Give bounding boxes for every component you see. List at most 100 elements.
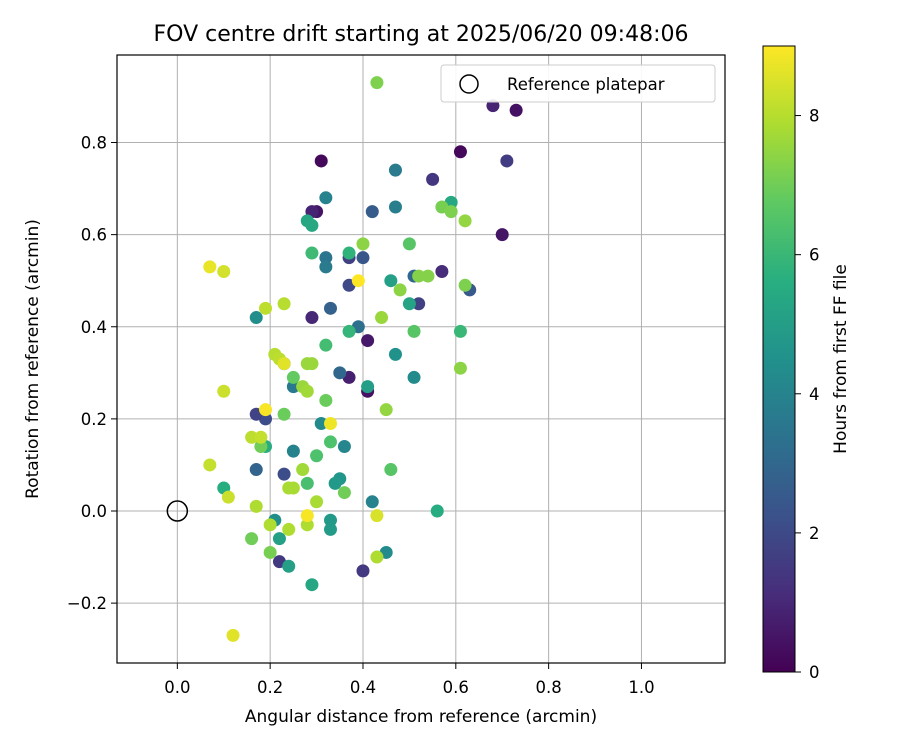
y-tick-label: 0.8 bbox=[81, 134, 107, 153]
x-axis-label: Angular distance from reference (arcmin) bbox=[245, 707, 597, 727]
data-point bbox=[361, 334, 375, 348]
data-point bbox=[458, 214, 472, 228]
x-tick-label: 1.0 bbox=[628, 678, 654, 697]
reference-marker bbox=[166, 500, 189, 522]
plot-frame bbox=[116, 54, 726, 664]
data-point bbox=[323, 522, 337, 536]
data-point bbox=[333, 366, 347, 380]
data-point bbox=[263, 518, 277, 532]
x-tick-label: 0.6 bbox=[443, 678, 469, 697]
y-tick-label: 0.0 bbox=[81, 502, 107, 521]
data-point bbox=[351, 274, 365, 288]
data-point bbox=[245, 532, 259, 546]
data-point bbox=[249, 311, 263, 325]
data-point bbox=[310, 449, 324, 463]
data-point bbox=[314, 416, 328, 430]
colorbar-tick-label: 8 bbox=[809, 107, 820, 126]
data-point bbox=[402, 237, 416, 251]
data-point bbox=[356, 564, 370, 578]
data-point bbox=[426, 172, 440, 186]
y-tick-label: 0.6 bbox=[81, 226, 107, 245]
data-point bbox=[375, 311, 389, 325]
data-point bbox=[379, 403, 393, 417]
x-tick-label: 0.2 bbox=[257, 678, 283, 697]
data-point bbox=[305, 311, 319, 325]
data-point bbox=[388, 163, 402, 177]
data-point bbox=[300, 384, 314, 398]
chart-title: FOV centre drift starting at 2025/06/20 … bbox=[154, 22, 689, 47]
data-point bbox=[249, 463, 263, 477]
data-point bbox=[226, 628, 240, 642]
data-point bbox=[444, 205, 458, 219]
data-point bbox=[453, 145, 467, 159]
legend-box bbox=[440, 64, 716, 103]
data-point bbox=[323, 435, 337, 449]
data-point bbox=[342, 246, 356, 260]
colorbar-tick-label: 2 bbox=[809, 524, 820, 543]
data-point bbox=[310, 495, 324, 509]
data-point bbox=[323, 513, 337, 527]
data-point bbox=[221, 490, 235, 504]
data-point bbox=[319, 191, 333, 205]
data-point bbox=[402, 297, 416, 311]
colorbar: 0 2 4 6 8 Hours from first FF file bbox=[762, 45, 851, 682]
data-point bbox=[500, 154, 514, 168]
data-point bbox=[370, 76, 384, 90]
data-point bbox=[300, 518, 314, 532]
data-point bbox=[282, 522, 296, 536]
data-point bbox=[328, 476, 342, 490]
data-point bbox=[286, 370, 300, 384]
data-point bbox=[305, 218, 319, 232]
y-tick-label: −0.2 bbox=[67, 594, 107, 613]
data-point bbox=[277, 357, 291, 371]
data-point bbox=[323, 416, 337, 430]
data-point bbox=[203, 260, 217, 274]
data-point bbox=[356, 237, 370, 251]
data-point bbox=[259, 403, 273, 417]
data-point bbox=[314, 154, 328, 168]
data-point bbox=[509, 103, 523, 117]
x-tick-label: 0.8 bbox=[536, 678, 562, 697]
data-point bbox=[217, 384, 231, 398]
data-point bbox=[254, 430, 268, 444]
data-point bbox=[300, 509, 314, 523]
data-point bbox=[254, 440, 268, 454]
data-point bbox=[319, 393, 333, 407]
y-axis-ticks: −0.2 0.0 0.2 0.4 0.6 0.8 bbox=[67, 134, 117, 613]
data-point bbox=[495, 228, 509, 242]
data-point bbox=[388, 347, 402, 361]
data-point bbox=[263, 545, 277, 559]
data-point bbox=[282, 559, 296, 573]
colorbar-label: Hours from first FF file bbox=[831, 264, 851, 454]
data-point bbox=[305, 578, 319, 592]
y-tick-label: 0.4 bbox=[81, 318, 107, 337]
colorbar-tick-label: 6 bbox=[809, 246, 820, 265]
data-point bbox=[203, 458, 217, 472]
data-point bbox=[337, 486, 351, 500]
data-point bbox=[337, 440, 351, 454]
colorbar-ticks: 0 2 4 6 8 bbox=[795, 107, 820, 682]
data-point bbox=[286, 380, 300, 394]
data-point bbox=[277, 297, 291, 311]
data-point bbox=[365, 495, 379, 509]
data-point bbox=[259, 301, 273, 315]
reference-layer bbox=[166, 500, 189, 522]
data-point bbox=[453, 361, 467, 375]
y-tick-label: 0.2 bbox=[81, 410, 107, 429]
data-point bbox=[384, 463, 398, 477]
data-point bbox=[323, 301, 337, 315]
data-point bbox=[319, 251, 333, 265]
data-point bbox=[245, 430, 259, 444]
data-point bbox=[217, 264, 231, 278]
data-point bbox=[286, 444, 300, 458]
data-point bbox=[393, 283, 407, 297]
data-point bbox=[435, 264, 449, 278]
x-axis-ticks: 0.0 0.2 0.4 0.6 0.8 1.0 bbox=[164, 663, 655, 697]
data-point bbox=[412, 297, 426, 311]
data-point bbox=[370, 550, 384, 564]
data-point bbox=[430, 504, 444, 518]
data-point bbox=[412, 269, 426, 283]
legend: Reference platepar bbox=[440, 64, 716, 103]
